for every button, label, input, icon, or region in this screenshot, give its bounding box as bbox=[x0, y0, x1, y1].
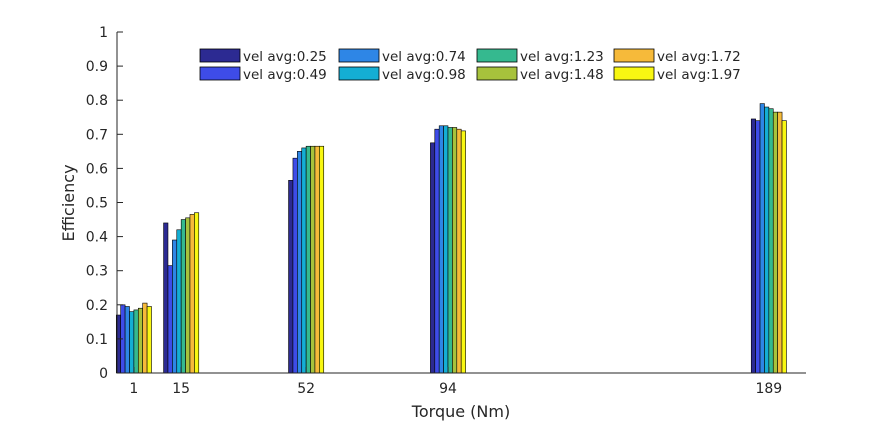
bar-vel-avg-1-48-x94 bbox=[452, 127, 458, 374]
legend-swatch bbox=[199, 66, 241, 81]
bars-layer bbox=[115, 103, 787, 374]
bar-vel-avg-1-72-x1 bbox=[142, 302, 148, 374]
legend-item: vel avg:1.97 bbox=[613, 66, 741, 83]
bar-vel-avg-1-97-x94 bbox=[460, 130, 466, 374]
legend-item: vel avg:1.48 bbox=[476, 66, 604, 83]
x-tick-label: 94 bbox=[439, 381, 457, 397]
bar-vel-avg-1-97-x52 bbox=[319, 145, 325, 374]
legend-item: vel avg:1.23 bbox=[476, 48, 604, 65]
bar-vel-avg-0-49-x15 bbox=[167, 265, 173, 374]
legend-item: vel avg:0.49 bbox=[199, 66, 327, 83]
bar-vel-avg-0-49-x189 bbox=[755, 120, 761, 374]
y-tick-label: 0.1 bbox=[86, 332, 108, 348]
bar-vel-avg-0-74-x52 bbox=[297, 151, 303, 374]
legend-label: vel avg:0.49 bbox=[243, 67, 327, 83]
bar-vel-avg-0-49-x94 bbox=[434, 128, 440, 374]
legend-label: vel avg:1.72 bbox=[657, 49, 741, 65]
bar-vel-avg-1-97-x189 bbox=[781, 120, 787, 374]
bar-vel-avg-0-25-x15 bbox=[163, 222, 169, 374]
bar-vel-avg-0-25-x189 bbox=[750, 118, 756, 374]
bar-vel-avg-0-74-x1 bbox=[124, 306, 130, 374]
bar-vel-avg-0-98-x1 bbox=[129, 311, 135, 374]
bar-vel-avg-0-25-x94 bbox=[430, 142, 436, 374]
y-tick-label: 0.8 bbox=[86, 93, 108, 109]
bar-vel-avg-1-48-x189 bbox=[772, 111, 778, 374]
bar-vel-avg-1-23-x15 bbox=[180, 219, 186, 374]
legend-label: vel avg:1.97 bbox=[657, 67, 741, 83]
legend-swatch bbox=[338, 66, 380, 81]
bar-vel-avg-1-23-x52 bbox=[305, 145, 311, 374]
bar-vel-avg-1-23-x1 bbox=[133, 309, 139, 374]
bar-vel-avg-1-48-x15 bbox=[185, 217, 191, 374]
legend-label: vel avg:0.25 bbox=[243, 49, 327, 65]
bar-vel-avg-1-72-x189 bbox=[777, 111, 783, 374]
bar-vel-avg-0-98-x189 bbox=[764, 106, 770, 374]
legend-label: vel avg:0.74 bbox=[382, 49, 466, 65]
y-tick-label: 1 bbox=[99, 25, 108, 41]
y-tick-label: 0 bbox=[99, 366, 108, 382]
y-tick-label: 0.4 bbox=[86, 230, 108, 246]
legend-item: vel avg:0.74 bbox=[338, 48, 466, 65]
bar-vel-avg-0-98-x94 bbox=[443, 125, 449, 374]
x-tick-label: 1 bbox=[129, 381, 138, 397]
bar-vel-avg-1-72-x52 bbox=[314, 145, 320, 374]
legend: vel avg:0.25 vel avg:0.49 vel avg:0.74 vel … bbox=[199, 48, 741, 83]
legend-swatch bbox=[476, 48, 518, 63]
bar-vel-avg-1-23-x189 bbox=[768, 108, 774, 374]
legend-swatch bbox=[613, 48, 655, 63]
bar-vel-avg-0-98-x15 bbox=[176, 229, 182, 374]
legend-swatch bbox=[199, 48, 241, 63]
bar-vel-avg-1-72-x94 bbox=[456, 128, 462, 374]
legend-item: vel avg:0.25 bbox=[199, 48, 327, 65]
legend-swatch bbox=[613, 66, 655, 81]
bar-vel-avg-0-74-x15 bbox=[172, 239, 178, 374]
y-tick-label: 0.5 bbox=[86, 196, 108, 212]
bar-vel-avg-1-72-x15 bbox=[189, 214, 195, 374]
legend-label: vel avg:0.98 bbox=[382, 67, 466, 83]
x-axis-label: Torque (Nm) bbox=[411, 402, 510, 421]
legend-swatch bbox=[476, 66, 518, 81]
bar-vel-avg-0-74-x94 bbox=[438, 125, 444, 374]
bar-vel-avg-1-97-x15 bbox=[194, 212, 200, 374]
legend-label: vel avg:1.23 bbox=[520, 49, 604, 65]
bar-vel-avg-1-97-x1 bbox=[146, 306, 152, 374]
y-tick-label: 0.3 bbox=[86, 264, 108, 280]
legend-swatch bbox=[338, 48, 380, 63]
bar-vel-avg-0-98-x52 bbox=[301, 147, 307, 374]
y-tick-label: 0.7 bbox=[86, 127, 108, 143]
x-tick-label: 52 bbox=[297, 381, 315, 397]
bar-vel-avg-0-49-x52 bbox=[292, 157, 298, 374]
y-tick-label: 0.2 bbox=[86, 298, 108, 314]
bar-vel-avg-1-48-x1 bbox=[137, 307, 143, 374]
y-tick-label: 0.6 bbox=[86, 161, 108, 177]
bar-vel-avg-0-25-x52 bbox=[288, 180, 294, 374]
y-axis-label: Efficiency bbox=[59, 164, 78, 241]
y-tick-label: 0.9 bbox=[86, 59, 108, 75]
x-tick-label: 15 bbox=[172, 381, 190, 397]
bar-vel-avg-1-48-x52 bbox=[310, 145, 316, 374]
legend-label: vel avg:1.48 bbox=[520, 67, 604, 83]
axes-layer: 0 0.1 0.2 0.3 0.4 0.5 0.6 0.7 0.8 0.9 1 1 15 52 94 189 bbox=[86, 25, 806, 397]
bar-vel-avg-0-74-x189 bbox=[759, 103, 765, 374]
legend-item: vel avg:0.98 bbox=[338, 66, 466, 83]
legend-item: vel avg:1.72 bbox=[613, 48, 741, 65]
bar-vel-avg-1-23-x94 bbox=[447, 127, 453, 374]
x-tick-label: 189 bbox=[755, 381, 782, 397]
